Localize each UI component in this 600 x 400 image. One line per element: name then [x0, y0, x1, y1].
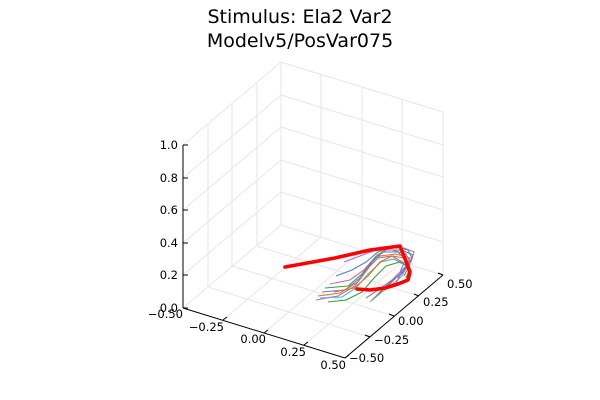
x-tick-mark: [263, 329, 269, 334]
z-tick-label: 0.0: [160, 301, 178, 315]
y-tick-label: −0.50: [349, 351, 384, 365]
y-tick-label: 0.00: [398, 314, 424, 328]
z-tick-label: 1.0: [160, 138, 178, 152]
grid-line: [222, 236, 322, 321]
y-tick-mark: [413, 293, 420, 297]
z-tick-label: 0.2: [160, 268, 178, 282]
tick-labels: 0.0 0.2 0.4 0.6 0.8 1.0 −0.50 −0.25 0.00…: [148, 138, 473, 372]
x-tick-label: −0.25: [189, 320, 224, 334]
x-tick-mark: [344, 354, 350, 359]
z-tick-label: 0.8: [160, 171, 178, 185]
grid-lines: [182, 61, 444, 359]
x-tick-label: 0.50: [320, 358, 346, 372]
chart-title-line-2: Modelv5/PosVar075: [206, 30, 394, 52]
axes: [182, 144, 444, 359]
grid-line: [263, 249, 363, 334]
y-tick-label: 0.25: [423, 295, 449, 309]
grid-line: [303, 261, 403, 346]
x-tick-label: −0.50: [148, 307, 183, 321]
y-tick-label: 0.50: [447, 277, 473, 291]
y-tick-mark: [437, 272, 444, 276]
x-tick-label: 0.25: [280, 345, 306, 359]
x-tick-mark: [303, 341, 309, 346]
z-tick-label: 0.4: [160, 236, 178, 250]
stimulus-line: [283, 244, 412, 292]
chart-title-line-1: Stimulus: Ela2 Var2: [207, 6, 393, 28]
x-tick-label: 0.00: [240, 332, 266, 346]
z-tick-label: 0.6: [160, 203, 178, 217]
y-axis-line: [344, 274, 444, 359]
trajectory-line: [343, 249, 411, 285]
y-tick-label: −0.25: [374, 333, 409, 347]
y-tick-mark: [364, 334, 371, 338]
x-tick-mark: [222, 316, 228, 321]
y-tick-mark: [388, 313, 395, 317]
